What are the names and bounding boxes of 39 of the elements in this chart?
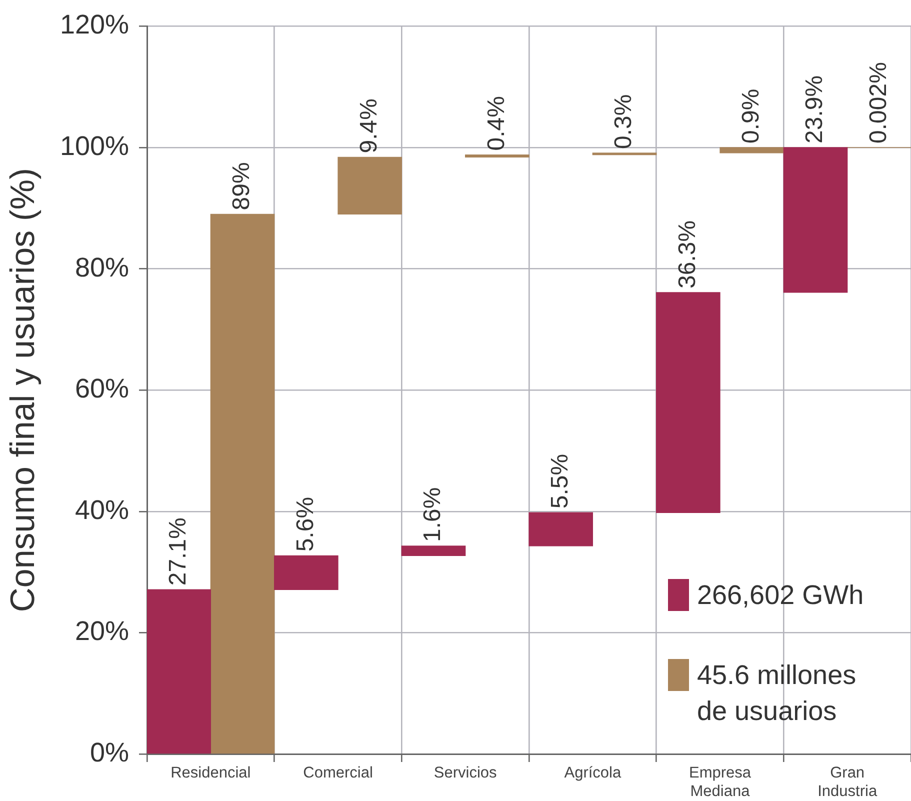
legend-label: 266,602 GWh [697, 579, 865, 612]
data-label: 5.5% [546, 454, 574, 509]
x-tick-label: Agrícola [564, 764, 622, 782]
bar [528, 512, 593, 546]
data-label: 1.6% [419, 487, 446, 542]
data-label: 23.9% [801, 75, 828, 144]
x-tick-label: Comercial [303, 764, 373, 782]
bar [401, 546, 466, 556]
data-label: 5.6% [292, 496, 319, 552]
y-tick-label: 120% [60, 10, 129, 40]
x-tick-label: Empresa Mediana [688, 764, 752, 800]
y-tick-label: 40% [74, 494, 129, 525]
x-tick-label: Servicios [434, 764, 498, 782]
bar [783, 147, 848, 293]
data-label: 27.1% [164, 518, 192, 586]
y-tick-label: 80% [74, 252, 129, 282]
y-tick-label: 60% [74, 374, 129, 404]
data-label: 0.002% [864, 62, 892, 144]
bar [592, 152, 657, 156]
data-label: 89% [228, 162, 256, 210]
x-tick-label: Gran Industria [818, 764, 878, 800]
y-axis-title: Consumo final y usuarios (%) [4, 168, 42, 612]
bar [338, 156, 402, 215]
data-label: 0.4% [482, 96, 510, 151]
data-label: 0.9% [737, 88, 764, 144]
legend-label: 45.6 millones de usuarios [697, 659, 858, 728]
data-label: 0.3% [610, 94, 638, 149]
y-tick-label: 100% [60, 130, 129, 161]
y-tick-label: 0% [90, 737, 129, 768]
bar [656, 292, 720, 513]
data-label: 9.4% [355, 98, 382, 154]
y-tick-label: 20% [74, 616, 129, 646]
bar [274, 555, 338, 590]
bar [465, 154, 530, 158]
bar [720, 147, 784, 154]
bar [210, 214, 275, 754]
data-label: 36.3% [674, 220, 701, 288]
bar [147, 589, 211, 754]
x-tick-label: Residencial [170, 764, 251, 782]
